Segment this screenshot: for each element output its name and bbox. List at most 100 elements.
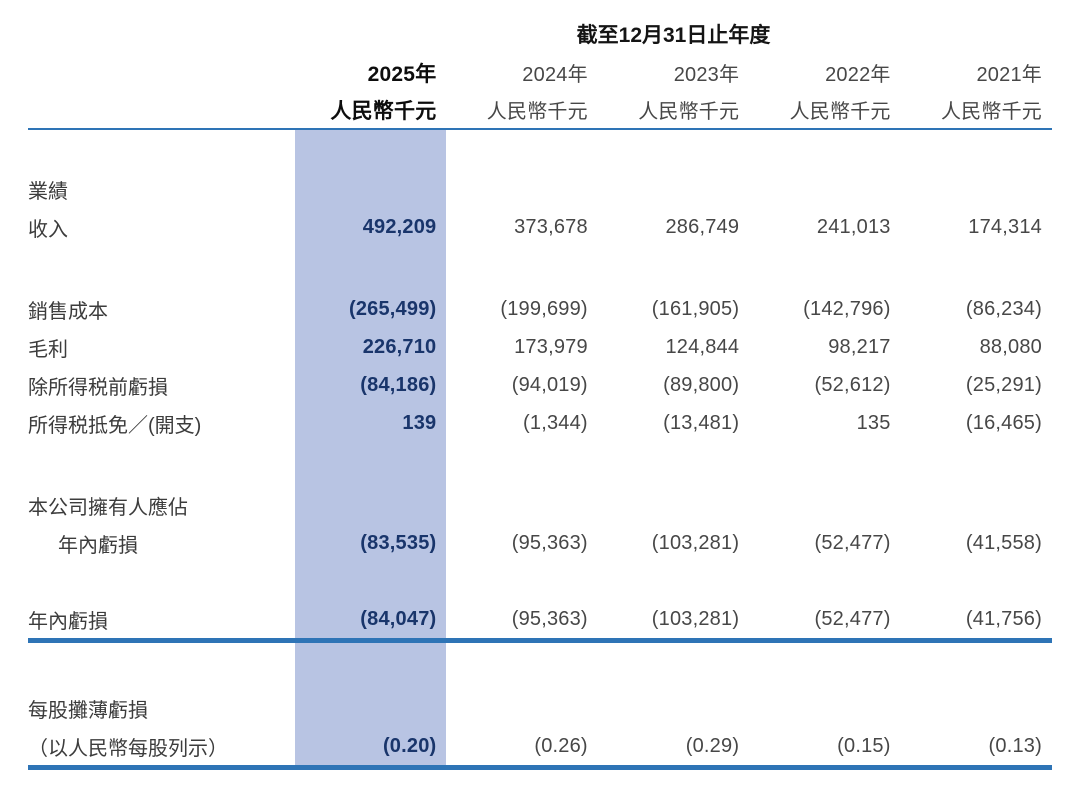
section-rule [28, 638, 1052, 643]
value-2021: 88,080 [979, 335, 1042, 358]
spacer-row [28, 643, 1052, 689]
value-2022 [749, 562, 900, 600]
title-row: 截至12月31日止年度 [28, 14, 1052, 54]
value-2023: 286,749 [665, 215, 740, 238]
table-row: 所得税抵免／(開支) 139 (1,344) (13,481) 135 (16,465) [28, 404, 1052, 442]
value-2021 [901, 689, 1052, 727]
value-2023 [598, 130, 749, 170]
value-2023 [598, 442, 749, 486]
header-rule [28, 128, 1052, 130]
five-year-financial-summary: 截至12月31日止年度 2025年 2024年 2023年 2022年 2021年 人民… [28, 14, 1052, 770]
value-2024: 173,979 [514, 335, 588, 358]
value-2024: (95,363) [511, 531, 588, 554]
table-row: 每股攤薄虧損 [28, 689, 1052, 727]
value-2021 [901, 643, 1052, 689]
value-2022 [749, 246, 900, 290]
row-label: 毛利 [28, 338, 68, 361]
value-2025 [295, 562, 447, 600]
value-2023: (13,481) [663, 411, 740, 434]
value-2024 [446, 130, 597, 170]
value-2025 [295, 442, 447, 486]
row-label: 業績 [28, 180, 68, 203]
row-label [28, 246, 295, 290]
value-2025 [295, 643, 447, 689]
value-2021: (41,756) [965, 607, 1042, 630]
table-row: 年內虧損 (84,047) (95,363) (103,281) (52,477) (41… [28, 600, 1052, 638]
value-2023: 124,844 [665, 335, 740, 358]
value-2024 [446, 562, 597, 600]
table-body: 業績 收入 492,209 373,678 286,749 241,013 174,314 銷… [28, 130, 1052, 770]
header-units-row: 人民幣千元 人民幣千元 人民幣千元 人民幣千元 人民幣千元 [28, 91, 1052, 128]
value-2022 [749, 643, 900, 689]
value-2024 [446, 246, 597, 290]
value-2024: (95,363) [511, 607, 588, 630]
value-2024: (94,019) [511, 373, 588, 396]
column-year-2021: 2021年 [976, 64, 1042, 86]
row-label: 每股攤薄虧損 [28, 699, 148, 722]
value-2024: (199,699) [500, 297, 588, 320]
value-2023 [598, 170, 749, 208]
row-label [28, 130, 295, 170]
value-2023 [598, 246, 749, 290]
value-2024 [446, 170, 597, 208]
value-2022: (52,612) [814, 373, 891, 396]
table-row: 毛利 226,710 173,979 124,844 98,217 88,080 [28, 328, 1052, 366]
value-2025 [295, 246, 447, 290]
row-label: （以人民幣每股列示） [28, 737, 228, 760]
row-label: 年內虧損 [28, 610, 108, 633]
value-2023 [598, 486, 749, 524]
value-2023: (89,800) [663, 373, 740, 396]
value-2025: (84,047) [295, 600, 447, 638]
value-2021 [901, 562, 1052, 600]
value-2023: (103,281) [651, 607, 740, 630]
row-label: 銷售成本 [28, 300, 108, 323]
table-row: 銷售成本 (265,499) (199,699) (161,905) (142,796)… [28, 290, 1052, 328]
value-2021: (25,291) [965, 373, 1042, 396]
column-unit-2024: 人民幣千元 [486, 101, 588, 123]
value-2021 [901, 486, 1052, 524]
spacer-row [28, 130, 1052, 170]
value-2022 [749, 689, 900, 727]
row-label: 所得税抵免／(開支) [28, 414, 202, 437]
column-year-2024: 2024年 [522, 64, 588, 86]
value-2021 [901, 130, 1052, 170]
table-row: 年內虧損 (83,535) (95,363) (103,281) (52,477) (41… [28, 524, 1052, 562]
table-row: 本公司擁有人應佔 [28, 486, 1052, 524]
value-2022: 241,013 [816, 215, 891, 238]
header-years-row: 2025年 2024年 2023年 2022年 2021年 [28, 54, 1052, 91]
value-2025: (0.20) [295, 727, 447, 765]
value-2021: (86,234) [965, 297, 1042, 320]
value-2024: (0.26) [534, 734, 588, 757]
value-2021 [901, 246, 1052, 290]
table-row: （以人民幣每股列示） (0.20) (0.26) (0.29) (0.15) (0.13) [28, 727, 1052, 765]
row-label [28, 562, 295, 600]
value-2022 [749, 170, 900, 208]
value-2025: (265,499) [295, 290, 447, 328]
value-2025 [295, 130, 447, 170]
spacer-row [28, 246, 1052, 290]
value-2022: (0.15) [837, 734, 891, 757]
table-row: 收入 492,209 373,678 286,749 241,013 174,314 [28, 208, 1052, 246]
value-2024 [446, 486, 597, 524]
row-label [28, 643, 295, 689]
value-2024: 373,678 [514, 215, 588, 238]
value-2022 [749, 442, 900, 486]
value-2022 [749, 130, 900, 170]
value-2022: 98,217 [828, 335, 891, 358]
value-2024 [446, 689, 597, 727]
value-2024 [446, 442, 597, 486]
column-year-2022: 2022年 [825, 64, 891, 86]
value-2025 [295, 689, 447, 727]
value-2023: (103,281) [651, 531, 740, 554]
value-2021 [901, 442, 1052, 486]
column-unit-2021: 人民幣千元 [940, 101, 1042, 123]
column-unit-2022: 人民幣千元 [789, 101, 891, 123]
value-2023 [598, 689, 749, 727]
column-unit-2025: 人民幣千元 [330, 99, 437, 123]
value-2023 [598, 562, 749, 600]
section-rule [28, 765, 1052, 770]
value-2024: (1,344) [523, 411, 588, 434]
table-title: 截至12月31日止年度 [576, 24, 771, 47]
table-row: 除所得税前虧損 (84,186) (94,019) (89,800) (52,612) (… [28, 366, 1052, 404]
